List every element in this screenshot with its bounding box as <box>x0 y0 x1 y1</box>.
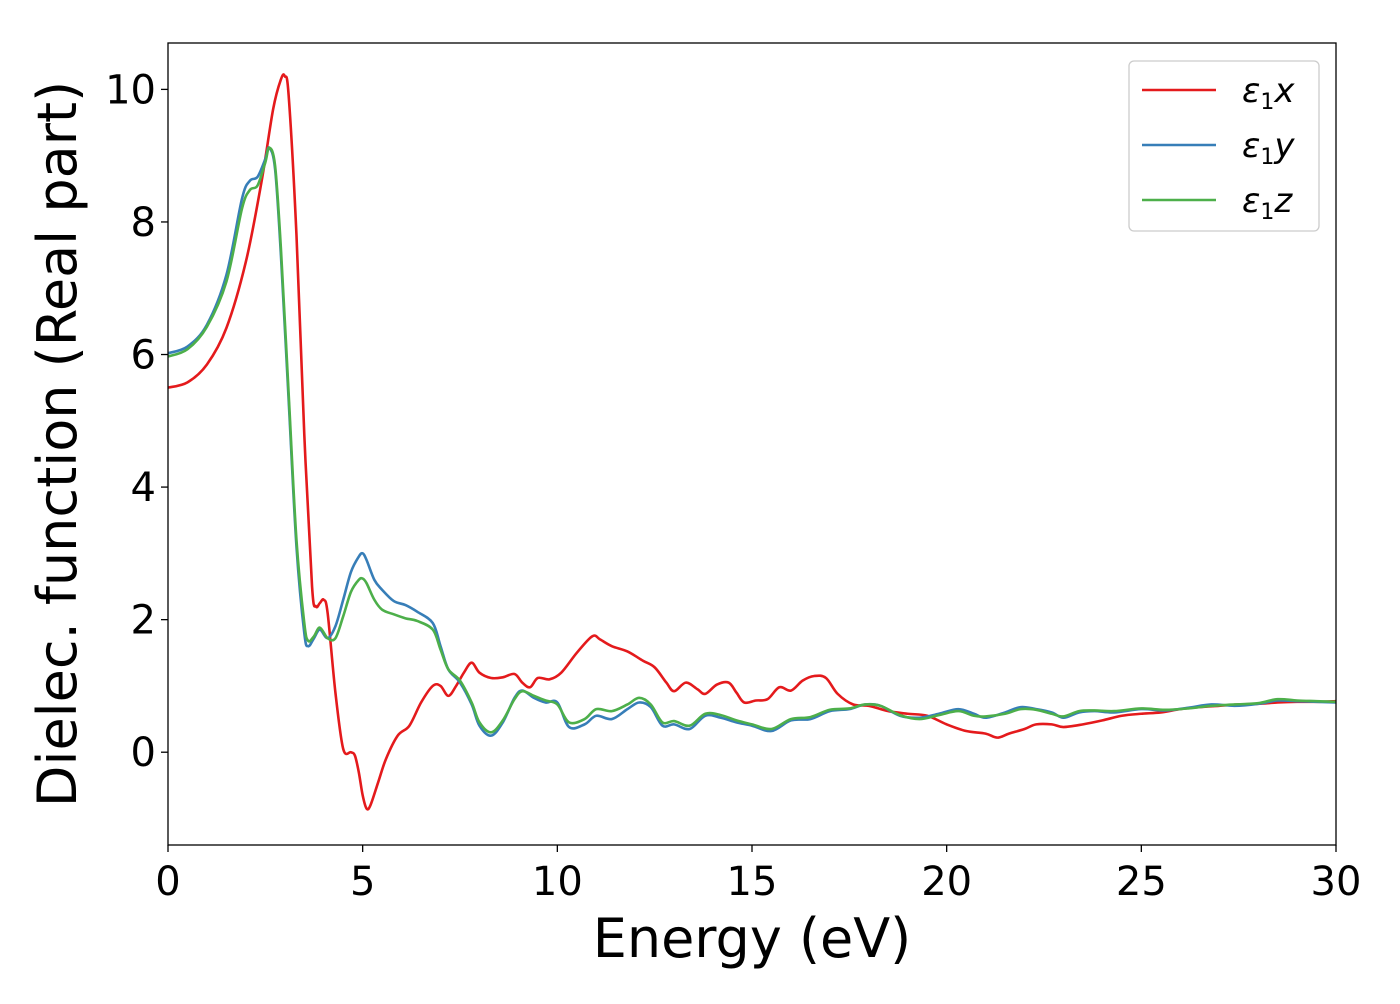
legend-label-x: ε1x <box>1242 71 1295 115</box>
y-tick-label: 8 <box>131 200 156 246</box>
y-tick-label: 4 <box>131 465 156 511</box>
ticks-layer: 0 5 10 15 20 25 30 0 2 4 6 8 10 <box>105 67 1361 905</box>
legend-box <box>1128 60 1320 232</box>
x-tick-label: 30 <box>1311 859 1362 905</box>
series-line-y <box>168 146 1336 737</box>
legend: ε1x ε1y ε1z <box>1128 60 1320 232</box>
x-tick-label: 20 <box>921 859 972 905</box>
x-tick-label: 10 <box>532 859 583 905</box>
x-axis-title: Energy (eV) <box>593 907 912 970</box>
series-line-x <box>168 73 1336 811</box>
y-tick-label: 10 <box>105 67 156 113</box>
y-axis-title: Dielec. function (Real part) <box>26 81 89 807</box>
x-tick-label: 15 <box>727 859 778 905</box>
series-line-z <box>168 146 1336 734</box>
y-tick-label: 0 <box>131 730 156 776</box>
y-tick-label: 2 <box>131 598 156 644</box>
series-layer <box>168 73 1336 811</box>
legend-entries: ε1x ε1y ε1z <box>1142 71 1295 225</box>
legend-label-y: ε1y <box>1242 126 1295 170</box>
x-tick-label: 25 <box>1116 859 1167 905</box>
y-tick-label: 6 <box>131 333 156 379</box>
legend-label-z: ε1z <box>1242 181 1293 225</box>
x-tick-label: 5 <box>350 859 375 905</box>
x-tick-label: 0 <box>155 859 180 905</box>
